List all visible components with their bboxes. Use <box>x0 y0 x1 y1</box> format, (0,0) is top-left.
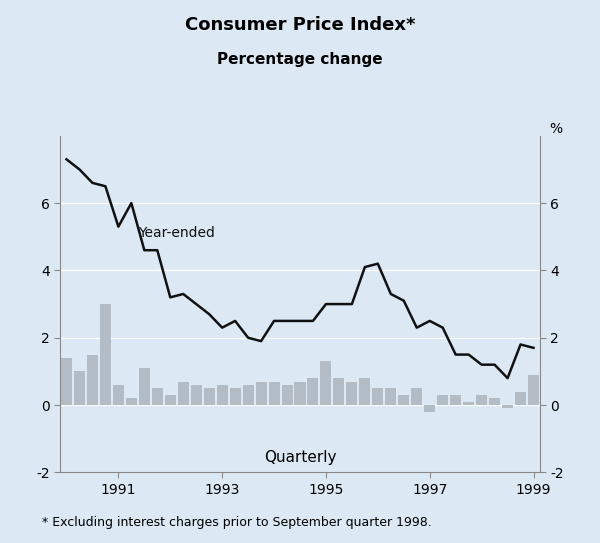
Bar <box>295 382 305 405</box>
Bar <box>463 402 474 405</box>
Bar <box>528 375 539 405</box>
Bar <box>152 388 163 405</box>
Bar <box>87 355 98 405</box>
Bar <box>74 371 85 405</box>
Bar <box>373 388 383 405</box>
Bar <box>126 399 137 405</box>
Bar <box>281 385 293 405</box>
Bar <box>515 392 526 405</box>
Text: %: % <box>549 122 562 136</box>
Bar <box>359 378 370 405</box>
Bar <box>320 361 331 405</box>
Bar <box>217 385 227 405</box>
Bar <box>398 395 409 405</box>
Text: Quarterly: Quarterly <box>264 450 336 465</box>
Bar <box>307 378 319 405</box>
Bar <box>178 382 189 405</box>
Bar <box>502 405 513 408</box>
Bar <box>61 358 72 405</box>
Bar <box>450 395 461 405</box>
Bar <box>139 368 150 405</box>
Bar <box>256 382 266 405</box>
Bar <box>100 304 111 405</box>
Bar <box>191 385 202 405</box>
Bar <box>385 388 397 405</box>
Text: Consumer Price Index*: Consumer Price Index* <box>185 16 415 34</box>
Bar <box>230 388 241 405</box>
Bar <box>346 382 358 405</box>
Bar <box>424 405 435 412</box>
Bar <box>203 388 215 405</box>
Bar <box>411 388 422 405</box>
Text: Year-ended: Year-ended <box>138 226 215 240</box>
Bar <box>437 395 448 405</box>
Bar <box>113 385 124 405</box>
Text: Percentage change: Percentage change <box>217 52 383 67</box>
Bar <box>165 395 176 405</box>
Bar <box>476 395 487 405</box>
Bar <box>242 385 254 405</box>
Bar <box>334 378 344 405</box>
Text: * Excluding interest charges prior to September quarter 1998.: * Excluding interest charges prior to Se… <box>42 516 432 529</box>
Bar <box>269 382 280 405</box>
Bar <box>489 399 500 405</box>
